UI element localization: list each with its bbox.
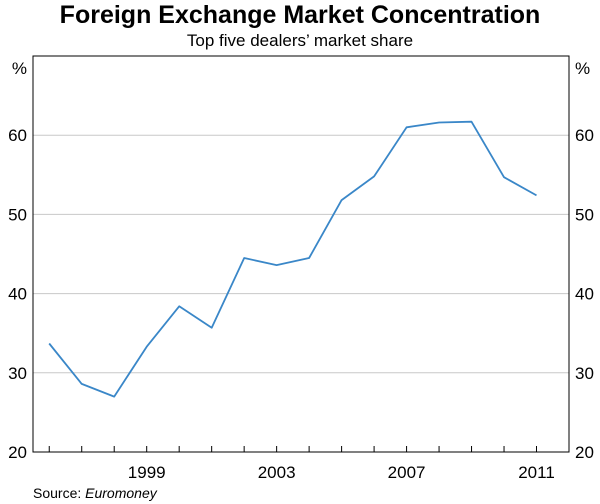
y-tick-label-right: 40 <box>575 285 594 304</box>
y-tick-label-left: 30 <box>8 364 27 383</box>
chart-title: Foreign Exchange Market Concentration <box>59 1 541 29</box>
y-tick-label-right: 60 <box>575 126 594 145</box>
y-tick-label-left: 20 <box>8 443 27 462</box>
y-axis-unit-right: % <box>575 59 590 78</box>
plot-frame <box>32 55 570 453</box>
chart-subtitle: Top five dealers’ market share <box>186 31 414 50</box>
x-tick-label: 1999 <box>128 463 166 482</box>
y-tick-label-left: 50 <box>8 205 27 224</box>
series-line <box>48 120 537 398</box>
x-tick-label: 2003 <box>258 463 296 482</box>
gridlines <box>33 134 569 374</box>
y-axis-unit-left: % <box>12 59 27 78</box>
y-tick-label-right: 50 <box>575 205 594 224</box>
y-tick-label-right: 20 <box>575 443 594 462</box>
source-prefix: Source: <box>33 485 86 501</box>
source-name: Euromoney <box>85 485 157 501</box>
x-tick-label: 2007 <box>388 463 426 482</box>
y-tick-label-right: 30 <box>575 364 594 383</box>
x-tick-label: 2011 <box>518 463 555 482</box>
x-tick-marks <box>48 446 570 452</box>
y-tick-label-left: 60 <box>8 126 27 145</box>
source-note: Source: Euromoney <box>33 484 157 502</box>
y-tick-label-left: 40 <box>8 285 27 304</box>
